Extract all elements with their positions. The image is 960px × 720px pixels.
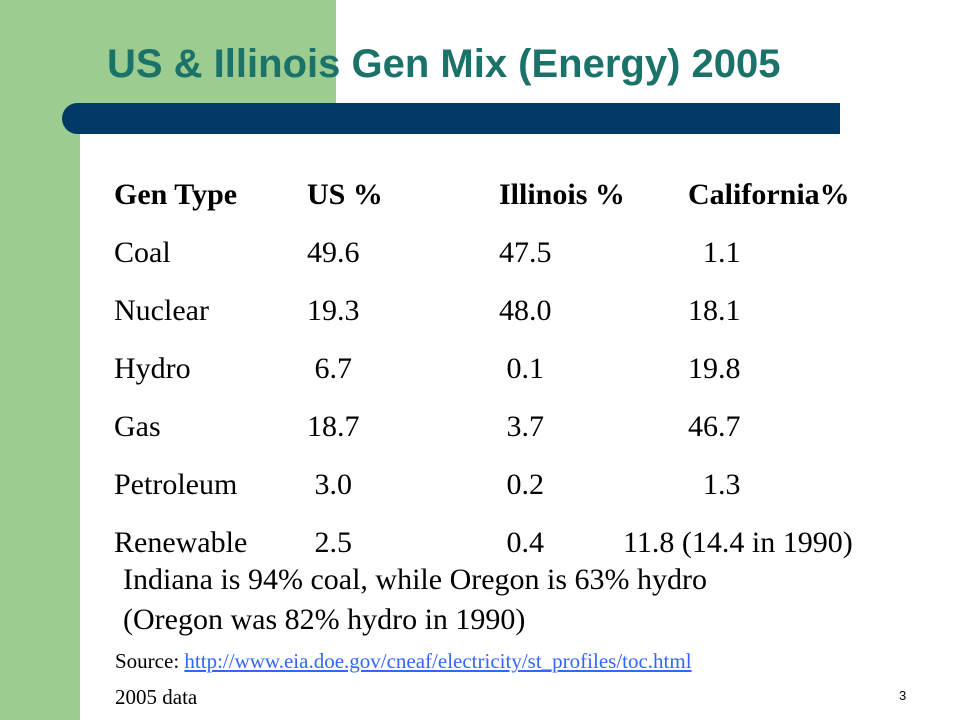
illinois-percent-cell: 0.1 — [499, 352, 545, 385]
gen-type-cell: Nuclear — [114, 294, 209, 327]
gen-type-cell: Renewable — [114, 526, 248, 559]
california-percent-cell: 1.3 — [688, 468, 741, 501]
illinois-percent-cell: 3.7 — [499, 410, 545, 443]
illinois-percent-cell: 0.4 — [499, 526, 545, 559]
illinois-percent-cell: 47.5 — [499, 236, 552, 269]
us-percent-cell: 19.3 — [307, 294, 360, 327]
slide-title: US & Illinois Gen Mix (Energy) 2005 — [107, 42, 781, 86]
table-row: Renewable 2.5 0.4 11.8 (14.4 in 1990) — [0, 514, 960, 572]
indiana-oregon-note: Indiana is 94% coal, while Oregon is 63%… — [123, 563, 708, 596]
california-percent-cell: 11.8 (14.4 in 1990) — [623, 526, 853, 559]
us-percent-cell: 3.0 — [307, 468, 353, 501]
us-percent-cell: 2.5 — [307, 526, 353, 559]
us-percent-cell: 18.7 — [307, 410, 360, 443]
gen-type-cell: Coal — [114, 236, 171, 269]
header-illinois: Illinois % — [499, 178, 625, 211]
oregon-1990-note: (Oregon was 82% hydro in 1990) — [123, 603, 526, 636]
title-underline-bar — [62, 103, 840, 134]
us-percent-cell: 6.7 — [307, 352, 353, 385]
california-percent-cell: 18.1 — [688, 294, 741, 327]
table-header-row: Gen Type US % Illinois % California% — [0, 166, 960, 224]
source-link[interactable]: http://www.eia.doe.gov/cneaf/electricity… — [184, 649, 692, 673]
table-row: Petroleum 3.0 0.2 1.3 — [0, 456, 960, 514]
california-percent-cell: 19.8 — [688, 352, 741, 385]
table-row: Gas 18.7 3.7 46.7 — [0, 398, 960, 456]
california-percent-cell: 1.1 — [688, 236, 741, 269]
illinois-percent-cell: 48.0 — [499, 294, 552, 327]
header-us: US % — [307, 178, 383, 211]
california-percent-cell: 46.7 — [688, 410, 741, 443]
header-gen-type: Gen Type — [114, 178, 238, 211]
table-row: Coal 49.6 47.5 1.1 — [0, 224, 960, 282]
us-percent-cell: 49.6 — [307, 236, 360, 269]
illinois-percent-cell: 0.2 — [499, 468, 545, 501]
source-label: Source: — [115, 649, 185, 673]
gen-type-cell: Gas — [114, 410, 161, 443]
title-accent-block — [80, 0, 336, 103]
source-line: Source: http://www.eia.doe.gov/cneaf/ele… — [115, 647, 692, 675]
table-row: Nuclear 19.3 48.0 18.1 — [0, 282, 960, 340]
header-california: California% — [688, 178, 850, 211]
gen-type-cell: Petroleum — [114, 468, 238, 501]
table-row: Hydro 6.7 0.1 19.8 — [0, 340, 960, 398]
slide-number: 3 — [899, 688, 907, 703]
gen-type-cell: Hydro — [114, 352, 191, 385]
data-year-note: 2005 data — [115, 685, 198, 709]
